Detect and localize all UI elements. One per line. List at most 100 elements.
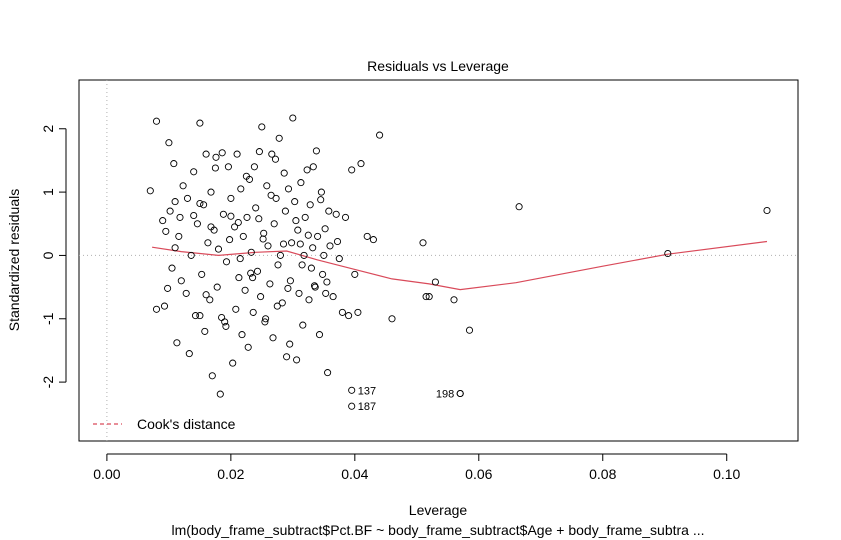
data-point: [294, 226, 302, 234]
data-point: [213, 283, 221, 291]
data-point: [162, 227, 170, 235]
data-point: [241, 286, 249, 294]
data-point: [231, 223, 239, 231]
point-label-198: 198: [436, 389, 454, 401]
data-point: [214, 245, 223, 253]
data-point: [515, 203, 523, 211]
data-point: [289, 114, 297, 122]
data-point: [369, 236, 377, 244]
data-point: [218, 313, 226, 322]
data-point: [664, 249, 672, 258]
data-point: [299, 321, 307, 329]
data-point: [259, 235, 267, 243]
data-point: [296, 240, 304, 248]
data-point: [286, 277, 294, 285]
data-point: [303, 166, 311, 174]
data-point: [206, 296, 214, 304]
point-label-187: 187: [358, 401, 376, 413]
data-point: [176, 213, 184, 221]
data-point: [326, 242, 334, 250]
data-point: [193, 220, 201, 228]
data-point: [271, 155, 280, 163]
x-tick-label: 0.06: [465, 466, 492, 482]
data-point: [272, 194, 280, 202]
data-point: [208, 372, 216, 380]
data-point: [286, 340, 294, 348]
data-point: [422, 293, 430, 301]
data-point: [297, 179, 305, 187]
data-point: [146, 187, 154, 195]
data-point: [244, 343, 252, 351]
data-point: [320, 251, 328, 259]
data-point: [175, 232, 183, 240]
data-point: [333, 237, 342, 246]
data-point: [266, 280, 274, 288]
data-point: [283, 353, 291, 361]
data-point: [450, 296, 458, 304]
data-point: [335, 255, 343, 263]
data-point: [324, 369, 332, 377]
data-point: [317, 188, 325, 196]
chart-title: Residuals vs Leverage: [367, 58, 509, 74]
data-point: [224, 163, 232, 171]
data-point: [238, 331, 246, 339]
data-point: [363, 232, 371, 240]
data-point: [196, 312, 204, 320]
x-tick-label: 0.00: [93, 466, 120, 482]
data-point: [233, 150, 241, 158]
data-point: [278, 299, 286, 307]
data-point: [338, 308, 346, 316]
data-point: [232, 305, 240, 313]
data-point: [243, 213, 251, 221]
data-point: [160, 302, 169, 310]
data-point: [284, 185, 293, 193]
data-point: [332, 210, 340, 218]
data-point: [247, 269, 255, 277]
data-point: [236, 255, 244, 263]
data-point: [431, 278, 439, 286]
data-point: [191, 312, 200, 320]
data-point: [279, 240, 288, 248]
data-point: [357, 160, 365, 168]
data-point: [200, 201, 208, 209]
data-point: [275, 134, 283, 142]
data-point: [456, 389, 464, 398]
data-point: [222, 258, 231, 266]
reference-lines: [79, 80, 798, 441]
data-point: [247, 248, 255, 256]
data-point: [255, 148, 263, 156]
data-point: [177, 277, 185, 285]
data-point: [196, 199, 204, 208]
data-point: [317, 196, 325, 204]
data-point: [229, 359, 237, 367]
data-point: [173, 339, 181, 347]
data-point: [305, 296, 313, 304]
data-point: [274, 261, 282, 269]
data-point: [376, 131, 384, 139]
data-point: [264, 242, 272, 250]
data-point: [190, 168, 198, 176]
data-point: [322, 289, 330, 297]
data-point: [351, 270, 359, 278]
outlier-labels: 137 187 198: [358, 385, 454, 413]
data-point: [295, 289, 303, 297]
data-point: [261, 318, 269, 326]
plot-frame: [78, 79, 799, 442]
legend-label-cooks-distance: Cook's distance: [137, 416, 236, 432]
data-point: [216, 390, 224, 398]
x-tick-label: 0.02: [217, 466, 244, 482]
data-point: [171, 244, 179, 252]
data-point: [348, 402, 356, 410]
y-tick-label: 0: [40, 251, 56, 259]
y-tick-label: 2: [40, 125, 56, 133]
data-point: [354, 308, 362, 316]
data-point: [273, 302, 281, 310]
data-point: [226, 236, 234, 244]
data-point: [300, 251, 308, 259]
x-tick-label: 0.08: [589, 466, 616, 482]
data-point: [269, 334, 277, 342]
point-label-137: 137: [358, 385, 376, 397]
data-point: [348, 386, 356, 394]
data-point: [311, 283, 319, 291]
data-point: [267, 191, 275, 199]
